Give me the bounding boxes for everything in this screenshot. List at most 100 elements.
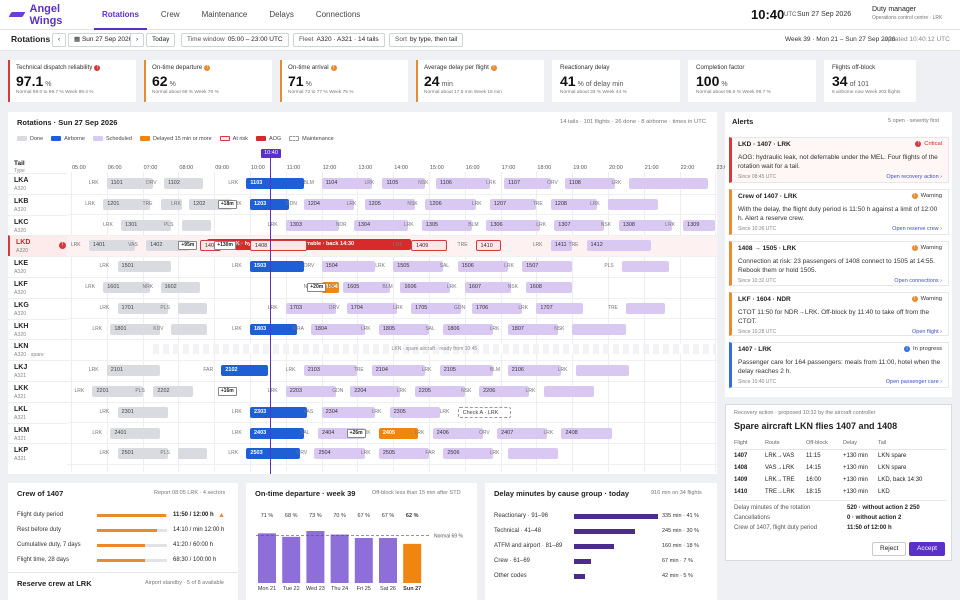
flight-bar-2206[interactable]: 2206	[479, 386, 530, 397]
flight-bar-2301[interactable]: 2301	[117, 406, 168, 418]
flight-bar-1506[interactable]: 1506	[457, 261, 508, 273]
flight-bar-1503[interactable]: 1503	[250, 261, 304, 273]
tab-crew[interactable]: Crew	[160, 9, 180, 19]
user-role[interactable]: Duty manager	[872, 6, 916, 13]
tail-row-lkb[interactable]: LKB A320	[8, 193, 67, 215]
flight-bar-1410[interactable]: 1410	[475, 240, 501, 252]
flight-bar-1411[interactable]: 1411	[550, 240, 573, 252]
tail-row-lkj[interactable]: LKJ A321	[8, 360, 67, 381]
flight-bar-2404[interactable]: 2404	[318, 427, 365, 439]
flight-bar-2103[interactable]: 2103	[303, 365, 358, 377]
flight-bar-1704[interactable]: 1704	[346, 302, 397, 314]
flight-bar-1308[interactable]: 1308	[618, 219, 673, 231]
flight-bar-1803[interactable]: 1803	[250, 323, 297, 335]
tab-rotations[interactable]: Rotations	[94, 0, 147, 30]
flight-bar-2304[interactable]: 2304	[321, 406, 376, 418]
time-window-select[interactable]: Time window 05:00 – 23:00 UTC	[181, 33, 289, 47]
accept-button[interactable]: Accept	[909, 542, 945, 556]
flight-bar-1102[interactable]: 1102	[164, 178, 204, 189]
flight-bar-2205[interactable]: 2205	[414, 386, 465, 397]
flight-bar-1801[interactable]: 1801	[110, 323, 161, 335]
kpi-card-avg-delay[interactable]: Average delay per flight! 24 min Normal abo…	[416, 60, 544, 102]
tail-row-lkh[interactable]: LKH A320	[8, 318, 67, 340]
flight-bar-1412[interactable]: 1412	[586, 240, 651, 252]
flight-bar-leg[interactable]	[575, 365, 630, 377]
flight-bar-1204[interactable]: 1204	[303, 198, 354, 210]
flight-bar-2506[interactable]: 2506	[443, 448, 494, 460]
kpi-card-dispatch-reliability[interactable]: Technical dispatch reliability! 97.1% Norm…	[8, 60, 136, 102]
tail-row-lkg[interactable]: LKG A320	[8, 297, 67, 319]
flight-bar-2401[interactable]: 2401	[110, 427, 161, 439]
flight-bar-1507[interactable]: 1507	[522, 261, 573, 273]
date-picker[interactable]: ▦ Sun 27 Sep 2026	[68, 33, 139, 47]
flight-bar-1402[interactable]: 1402	[146, 240, 190, 252]
alert-card[interactable]: LKF · 1604 · NDR! Warning CTOT 11:50 for N…	[729, 292, 949, 336]
flight-bar-1305[interactable]: 1305	[421, 219, 472, 231]
flight-bar-2203[interactable]: 2203	[285, 386, 336, 397]
flight-bar-leg[interactable]	[622, 261, 669, 273]
flight-bar-1205[interactable]: 1205	[364, 198, 415, 210]
flight-bar-1505[interactable]: 1505	[393, 261, 444, 273]
flight-bar-2407[interactable]: 2407	[497, 427, 548, 439]
fleet-select[interactable]: Fleet A320 · A321 · 14 tails	[293, 33, 385, 47]
flight-bar-2303[interactable]: 2303	[250, 406, 308, 418]
flight-bar-leg[interactable]	[171, 323, 208, 335]
tail-row-lkf[interactable]: LKF A320	[8, 277, 67, 298]
flight-bar-2405[interactable]: 2405	[378, 427, 419, 439]
flight-bar-1401[interactable]: 1401	[88, 240, 136, 252]
alert-card[interactable]: LKD · 1407 · LRK! Critical AOG: hydraulic …	[729, 137, 949, 183]
tab-delays[interactable]: Delays	[269, 9, 294, 19]
flight-bar-1701[interactable]: 1701	[117, 302, 168, 314]
flight-bar-leg[interactable]	[507, 448, 558, 460]
tab-connections[interactable]: Connections	[315, 9, 361, 19]
next-day-button[interactable]: ›	[130, 33, 145, 47]
flight-bar-2501[interactable]: 2501	[117, 448, 168, 460]
flight-bar-1108[interactable]: 1108	[565, 178, 616, 189]
flight-bar-leg[interactable]	[625, 302, 666, 314]
flight-bar-1202[interactable]: 1202	[189, 198, 233, 210]
flight-bar-1106[interactable]: 1106	[436, 178, 490, 189]
tail-row-lkc[interactable]: LKC A320	[8, 214, 67, 236]
tail-row-lkm[interactable]: LKM A321	[8, 422, 67, 444]
flight-bar-2503[interactable]: 2503	[246, 448, 301, 460]
flight-bar-1101[interactable]: 1101	[106, 178, 154, 189]
flight-bar-1105[interactable]: 1105	[382, 178, 426, 189]
flight-bar-1806[interactable]: 1806	[443, 323, 494, 335]
flight-bar-1208[interactable]: 1208	[550, 198, 598, 210]
flight-bar-2403[interactable]: 2403	[250, 427, 304, 439]
alert-card[interactable]: 1407 · LRK i In progress Passenger care for…	[729, 342, 949, 388]
tail-row-lkn[interactable]: LKN A320 · spare	[8, 339, 67, 360]
flight-bar-1304[interactable]: 1304	[353, 219, 408, 231]
prev-day-button[interactable]: ‹	[52, 33, 67, 47]
flight-bar-1408[interactable]: 1408	[250, 240, 308, 252]
flight-bar-1601[interactable]: 1601	[103, 282, 150, 293]
flight-bar-leg[interactable]	[181, 219, 211, 231]
flight-bar-leg[interactable]	[178, 448, 208, 460]
flight-bar-1805[interactable]: 1805	[378, 323, 429, 335]
kpi-card-on-time-arrival[interactable]: On-time arrival! 71% Normal 72 to 77 % Wee…	[280, 60, 408, 102]
flight-bar-1501[interactable]: 1501	[117, 261, 172, 273]
flight-bar-leg[interactable]	[629, 178, 709, 189]
flight-bar-2105[interactable]: 2105	[439, 365, 494, 377]
flight-bar-1608[interactable]: 1608	[525, 282, 573, 293]
flight-bar-2406[interactable]: 2406	[432, 427, 483, 439]
flight-bar-1607[interactable]: 1607	[464, 282, 512, 293]
tail-row-lkl[interactable]: LKL A321	[8, 401, 67, 423]
alert-card[interactable]: Crew of 1407 · LRK! Warning With the delay…	[729, 189, 949, 235]
brand[interactable]: Angel Wings	[10, 3, 94, 27]
flight-bar-2202[interactable]: 2202	[153, 386, 193, 397]
flight-bar-1107[interactable]: 1107	[504, 178, 551, 189]
flight-bar-1602[interactable]: 1602	[160, 282, 200, 293]
flight-bar-1201[interactable]: 1201	[103, 198, 150, 210]
flight-bar-leg[interactable]	[178, 302, 208, 314]
flight-bar-1706[interactable]: 1706	[471, 302, 523, 314]
kpi-card-on-time-departure[interactable]: On-time departure! 62% Normal about 69 % W…	[144, 60, 272, 102]
tab-maintenance[interactable]: Maintenance	[201, 9, 248, 19]
flight-bar-1409[interactable]: 1409	[411, 240, 447, 252]
kpi-card-completion-factor[interactable]: Completion factor 100% Normal about 98.6 %…	[688, 60, 816, 102]
flight-bar-1306[interactable]: 1306	[486, 219, 540, 231]
kpi-card-flights-off-block[interactable]: Flights off-block 34 of 101 8 airborne now …	[824, 60, 916, 102]
flight-bar-check[interactable]: Check A · LRK	[457, 406, 512, 418]
flight-bar-1807[interactable]: 1807	[507, 323, 558, 335]
kpi-card-reactionary-delay[interactable]: Reactionary delay 41% of delay min Normal …	[552, 60, 680, 102]
